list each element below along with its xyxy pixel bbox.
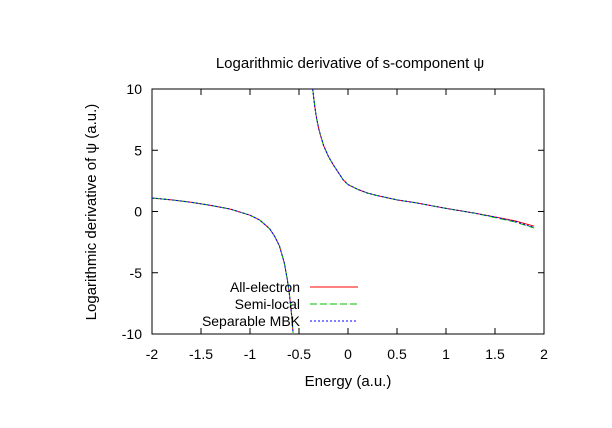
x-tick-label: -1 bbox=[244, 346, 257, 362]
x-tick-label: -1.5 bbox=[189, 346, 213, 362]
plot-frame bbox=[152, 89, 544, 334]
x-tick-label: 2 bbox=[540, 346, 548, 362]
series-line-branch-2 bbox=[313, 89, 535, 228]
legend-label: All-electron bbox=[230, 279, 300, 295]
x-tick-label: 0 bbox=[344, 346, 352, 362]
y-tick-label: 0 bbox=[134, 204, 142, 220]
x-tick-label: 0.5 bbox=[387, 346, 407, 362]
x-tick-label: 1 bbox=[442, 346, 450, 362]
series-all-electron bbox=[152, 89, 534, 333]
series-line-branch-2 bbox=[313, 89, 535, 227]
y-tick-label: -5 bbox=[130, 265, 143, 281]
series-separable-mbk bbox=[152, 89, 534, 333]
series-semi-local bbox=[152, 89, 534, 333]
x-tick-label: -2 bbox=[146, 346, 159, 362]
legend-label: Separable MBK bbox=[202, 313, 301, 329]
chart-title: Logarithmic derivative of s-component ψ bbox=[216, 55, 484, 72]
x-tick-label: -0.5 bbox=[287, 346, 311, 362]
y-axis-label: Logarithmic derivative of ψ (a.u.) bbox=[83, 104, 100, 321]
y-axis-ticks: -10 -5 0 5 10 bbox=[122, 81, 544, 342]
y-tick-label: -10 bbox=[122, 326, 142, 342]
x-axis-label: Energy (a.u.) bbox=[305, 373, 392, 390]
series-line-branch-2 bbox=[313, 89, 535, 226]
series-layer bbox=[152, 89, 534, 333]
plot-area bbox=[152, 89, 544, 334]
y-tick-label: 10 bbox=[126, 81, 142, 97]
legend-label: Semi-local bbox=[235, 296, 300, 312]
x-tick-label: 1.5 bbox=[485, 346, 505, 362]
y-tick-label: 5 bbox=[134, 142, 142, 158]
